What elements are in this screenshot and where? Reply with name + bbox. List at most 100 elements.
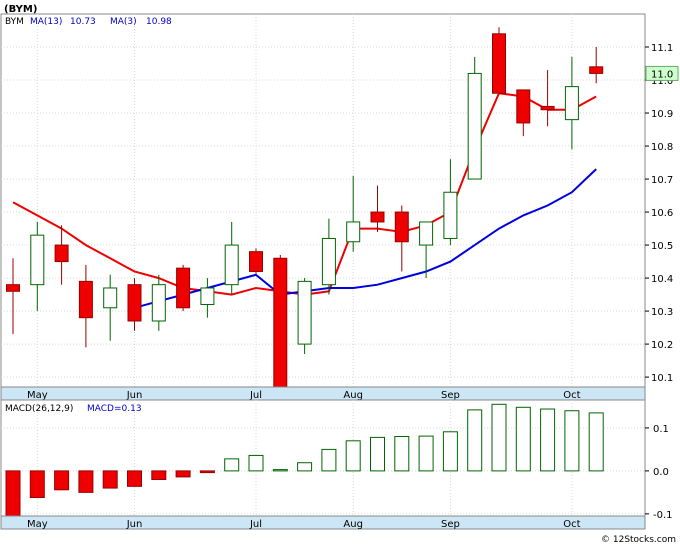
candle-body	[78, 280, 93, 319]
candle-body	[443, 191, 458, 239]
price-month-label: Aug	[343, 390, 363, 401]
candle-body	[249, 251, 263, 272]
candle-body	[297, 280, 312, 345]
candle-body	[492, 33, 506, 94]
price-y-tick-label: 10.1	[651, 373, 673, 384]
candle-body	[321, 237, 336, 286]
candle-body	[151, 284, 166, 322]
macd-x-axis-strip	[0, 515, 646, 530]
macd-bar	[588, 412, 604, 472]
price-x-axis-strip	[0, 386, 646, 401]
macd-bar	[564, 410, 580, 472]
macd-bar	[248, 454, 264, 472]
copyright-text: © 12Stocks.com	[601, 535, 676, 545]
price-month-label: Jul	[249, 390, 262, 401]
macd-bar	[418, 435, 434, 472]
macd-bar	[151, 470, 167, 480]
macd-bar	[272, 469, 288, 472]
legend-ma13-label: MA(13)	[30, 17, 62, 27]
price-y-tick-label: 10.7	[651, 175, 673, 186]
macd-bar	[5, 470, 21, 519]
legend-ma3-label: MA(3)	[110, 17, 137, 27]
candle-body	[127, 284, 142, 322]
price-y-tick-label: 10.4	[651, 274, 673, 285]
price-y-tick-label: 10.8	[651, 142, 673, 153]
macd-bar	[540, 408, 556, 472]
macd-bar	[54, 470, 70, 491]
candle-body	[516, 89, 531, 124]
legend-ma3-value: 10.98	[146, 17, 172, 27]
macd-month-label: Aug	[343, 519, 363, 530]
price-y-tick-label: 10.9	[651, 109, 673, 120]
macd-month-label: Oct	[563, 519, 580, 530]
macd-bar	[297, 462, 313, 472]
legend-symbol: BYM	[5, 17, 24, 27]
candle-body	[467, 72, 482, 180]
candle-body	[370, 211, 385, 223]
macd-x-axis: May Jun Jul Aug Sep Oct	[27, 519, 581, 530]
macd-y-tick-label: 0.0	[653, 467, 669, 478]
macd-bar	[515, 406, 531, 472]
candle-body	[394, 211, 409, 243]
ma13-series	[134, 168, 597, 309]
price-month-label: Sep	[441, 390, 460, 401]
price-y-tick-label: 10.2	[651, 340, 673, 351]
macd-bar	[370, 436, 385, 472]
candle-body	[200, 287, 215, 305]
macd-bar	[394, 436, 410, 472]
macd-bar	[175, 470, 191, 478]
macd-bar	[78, 470, 94, 493]
legend-ma13-value: 10.73	[70, 17, 96, 27]
candle-body	[30, 234, 45, 286]
macd-bar	[321, 448, 337, 472]
price-y-tick-label: 10.3	[651, 307, 673, 318]
macd-bar	[102, 470, 118, 489]
candle-body	[6, 284, 20, 292]
macd-month-label: Jul	[249, 519, 262, 530]
candle-body	[103, 287, 118, 309]
price-y-tick-label: 10.5	[651, 241, 673, 252]
candle-body	[589, 66, 604, 74]
macd-bar	[29, 470, 45, 499]
macd-month-label: Sep	[441, 519, 460, 530]
macd-bars	[5, 403, 604, 519]
macd-y-axis: -0.1 0.0 0.1	[645, 424, 673, 521]
macd-bar	[491, 403, 507, 472]
chart-title: (BYM)	[4, 4, 37, 15]
candles	[6, 27, 604, 388]
candle-body	[346, 221, 361, 243]
macd-bar	[442, 431, 458, 472]
price-month-label: May	[27, 390, 48, 401]
price-month-label: Oct	[563, 390, 580, 401]
macd-y-tick-label: -0.1	[653, 510, 673, 521]
price-y-tick-label: 10.6	[651, 208, 673, 219]
candle-body	[224, 244, 239, 286]
candle-body	[273, 257, 288, 388]
price-month-label: Jun	[126, 390, 143, 401]
macd-bar	[224, 458, 240, 472]
price-panel	[0, 13, 646, 388]
macd-month-label: Jun	[126, 519, 143, 530]
candle-body	[54, 244, 69, 263]
macd-bar	[127, 470, 142, 487]
candle-body	[176, 267, 191, 309]
macd-legend-value: MACD=0.13	[87, 404, 142, 414]
macd-bar	[467, 409, 483, 472]
candle-body	[419, 221, 434, 246]
price-y-tick-label: 11.0	[651, 76, 673, 87]
price-x-axis: May Jun Jul Aug Sep Oct	[27, 390, 581, 401]
macd-bar	[345, 440, 361, 472]
last-price-tag	[645, 65, 679, 81]
candle-body	[540, 105, 555, 111]
macd-y-tick-label: 0.1	[653, 424, 669, 435]
macd-month-label: May	[27, 519, 48, 530]
last-price-label: 11.0	[651, 69, 673, 80]
macd-title: MACD(26,12,9)	[5, 404, 73, 414]
price-y-tick-label: 11.1	[651, 43, 673, 54]
macd-bar	[199, 470, 215, 474]
price-y-axis: 10.1 10.2 10.3 10.4 10.5 10.6 10.7 10.8 10.9 11.0…	[645, 43, 679, 384]
ma13-line	[134, 168, 597, 309]
candle-body	[564, 86, 579, 121]
